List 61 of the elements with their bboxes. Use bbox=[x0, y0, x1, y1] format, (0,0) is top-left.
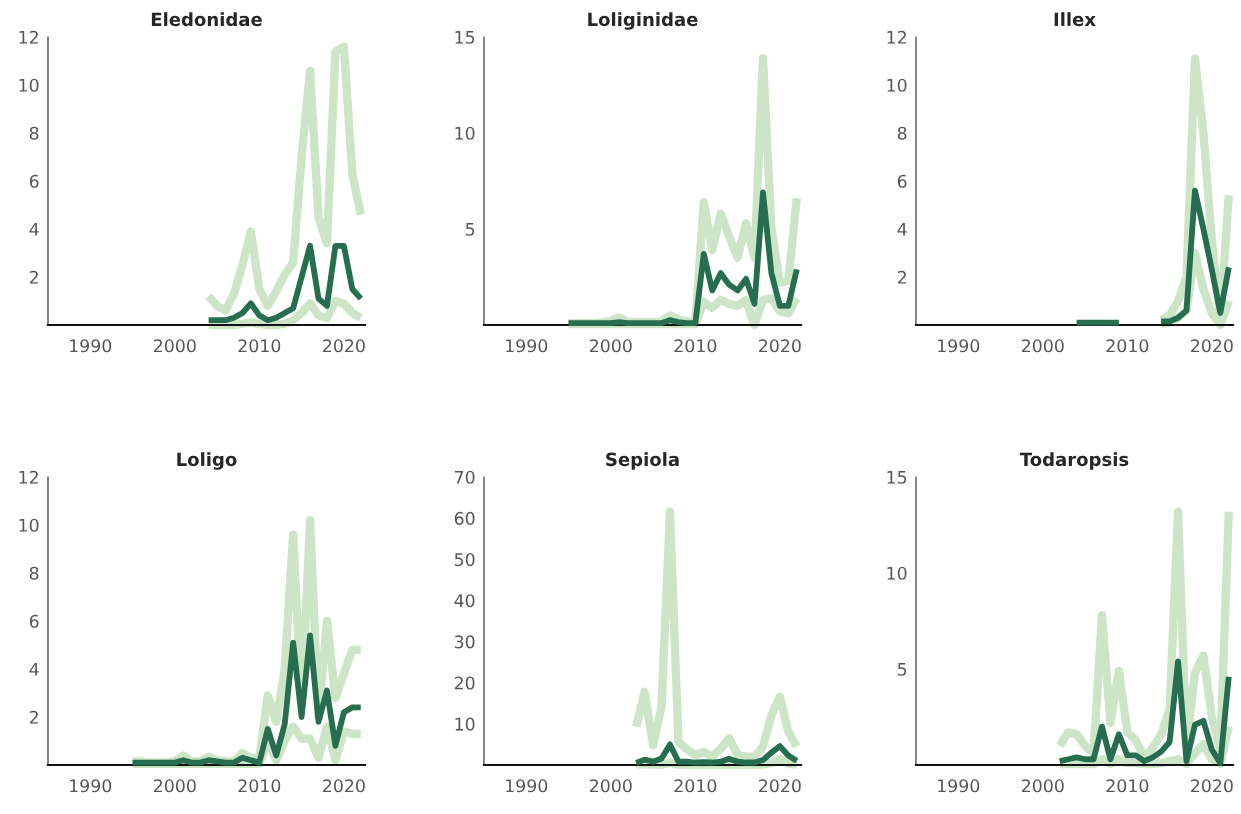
y-tick-label: 60 bbox=[454, 511, 475, 525]
y-tick-label: 70 bbox=[455, 470, 475, 484]
x-tick-label: 2010 bbox=[1106, 779, 1149, 793]
x-tick-label: 2020 bbox=[759, 779, 801, 793]
x-tick-label: 1990 bbox=[938, 779, 980, 793]
y-tick-label: 10 bbox=[887, 78, 907, 92]
y-tick-label: 15 bbox=[455, 30, 475, 44]
y-tick-label: 12 bbox=[887, 30, 906, 44]
chart-title: Loliginidae bbox=[588, 12, 698, 30]
y-tick-label: 6 bbox=[897, 174, 907, 188]
y-tick-label: 50 bbox=[454, 553, 475, 567]
x-tick-label: 2020 bbox=[1191, 339, 1233, 353]
x-tick-label: 2000 bbox=[1021, 339, 1064, 353]
x-tick-label: 2000 bbox=[1021, 779, 1064, 793]
y-tick-label: 10 bbox=[455, 717, 475, 731]
x-tick-label: 2010 bbox=[238, 779, 281, 793]
y-tick-label: 8 bbox=[29, 126, 39, 140]
y-tick-label: 8 bbox=[29, 566, 39, 580]
x-tick-label: 2010 bbox=[1106, 339, 1149, 353]
x-tick-label: 1990 bbox=[70, 339, 112, 353]
y-tick-label: 4 bbox=[29, 662, 39, 676]
y-tick-label: 4 bbox=[897, 222, 907, 236]
x-tick-label: 1990 bbox=[506, 339, 548, 353]
x-tick-label: 2020 bbox=[323, 339, 365, 353]
x-tick-label: 2000 bbox=[589, 779, 632, 793]
y-tick-label: 30 bbox=[454, 635, 475, 649]
y-tick-label: 10 bbox=[19, 78, 39, 92]
chart-title: Eledonidae bbox=[151, 12, 262, 27]
y-tick-label: 10 bbox=[455, 126, 475, 140]
y-tick-label: 12 bbox=[19, 470, 38, 484]
x-tick-label: 2010 bbox=[674, 339, 717, 353]
x-tick-label: 2000 bbox=[153, 339, 196, 353]
y-tick-label: 4 bbox=[29, 222, 39, 236]
x-tick-label: 2000 bbox=[589, 339, 632, 353]
y-tick-label: 10 bbox=[19, 518, 39, 532]
y-tick-label: 2 bbox=[29, 270, 38, 284]
x-tick-label: 1990 bbox=[70, 779, 112, 793]
y-tick-label: 5 bbox=[897, 662, 907, 676]
y-tick-label: 5 bbox=[465, 222, 475, 236]
x-tick-label: 1990 bbox=[938, 339, 980, 353]
x-tick-label: 2020 bbox=[1191, 779, 1233, 793]
x-tick-label: 2010 bbox=[674, 779, 717, 793]
y-tick-label: 2 bbox=[897, 270, 906, 284]
chart-title: Sepiola bbox=[606, 452, 679, 470]
x-tick-label: 2000 bbox=[153, 779, 196, 793]
y-tick-label: 10 bbox=[887, 566, 907, 580]
y-tick-label: 8 bbox=[897, 126, 907, 140]
y-tick-label: 12 bbox=[19, 30, 38, 44]
x-tick-label: 2020 bbox=[759, 339, 801, 353]
y-tick-label: 2 bbox=[29, 710, 38, 724]
y-tick-label: 6 bbox=[29, 614, 39, 628]
y-tick-label: 40 bbox=[454, 594, 475, 608]
y-tick-label: 6 bbox=[29, 174, 39, 188]
x-tick-label: 1990 bbox=[506, 779, 548, 793]
chart-title: Loligo bbox=[177, 452, 237, 470]
chart-title: Illex bbox=[1054, 12, 1096, 27]
y-tick-label: 20 bbox=[454, 676, 475, 690]
x-tick-label: 2020 bbox=[323, 779, 365, 793]
x-tick-label: 2010 bbox=[238, 339, 281, 353]
chart-title: Todaropsis bbox=[1019, 452, 1129, 470]
y-tick-label: 15 bbox=[887, 470, 907, 484]
